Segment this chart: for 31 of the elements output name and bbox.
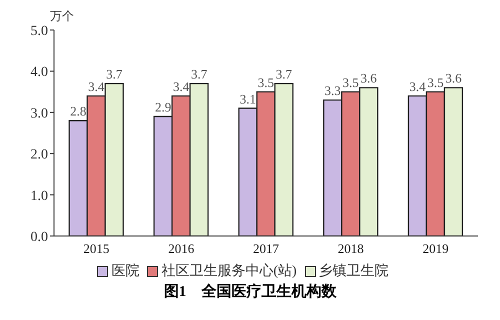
data-label: 2.9 (154, 100, 172, 115)
y-tick-label: 2.0 (30, 148, 48, 163)
data-label: 3.7 (190, 66, 208, 82)
y-tick-label: 4.0 (30, 65, 48, 80)
legend-label: 医院 (111, 262, 140, 280)
legend-label: 社区卫生服务中心(站) (161, 262, 297, 280)
legend-label: 乡镇卫生院 (318, 262, 389, 280)
data-label: 3.4 (409, 78, 426, 94)
data-label: 3.5 (342, 74, 359, 90)
y-tick-label: 5.0 (30, 24, 48, 39)
data-label: 3.4 (172, 78, 190, 94)
x-tick-label: 2018 (338, 241, 364, 256)
x-tick-label: 2017 (253, 241, 280, 256)
data-label: 3.4 (88, 78, 105, 94)
y-axis-title: 万个 (50, 8, 74, 25)
text: 图1 全国医疗卫生机构数 (162, 282, 338, 301)
data-label: 3.6 (360, 70, 378, 86)
data-label: 3.7 (106, 66, 123, 82)
x-tick-label: 2016 (168, 241, 195, 256)
data-label: 2.8 (70, 104, 86, 119)
x-tick-label: 2019 (422, 241, 449, 256)
data-label: 3.6 (445, 70, 462, 86)
data-label: 3.1 (240, 91, 256, 106)
x-tick-label: 2015 (83, 241, 110, 256)
data-label: 3.5 (258, 74, 274, 90)
data-label: 3.3 (324, 83, 341, 98)
y-tick-label: 0.0 (30, 230, 48, 245)
y-tick-label: 1.0 (30, 188, 48, 204)
data-label: 3.5 (427, 74, 444, 90)
data-label: 3.7 (276, 66, 292, 82)
y-tick-label: 3.0 (30, 106, 48, 122)
